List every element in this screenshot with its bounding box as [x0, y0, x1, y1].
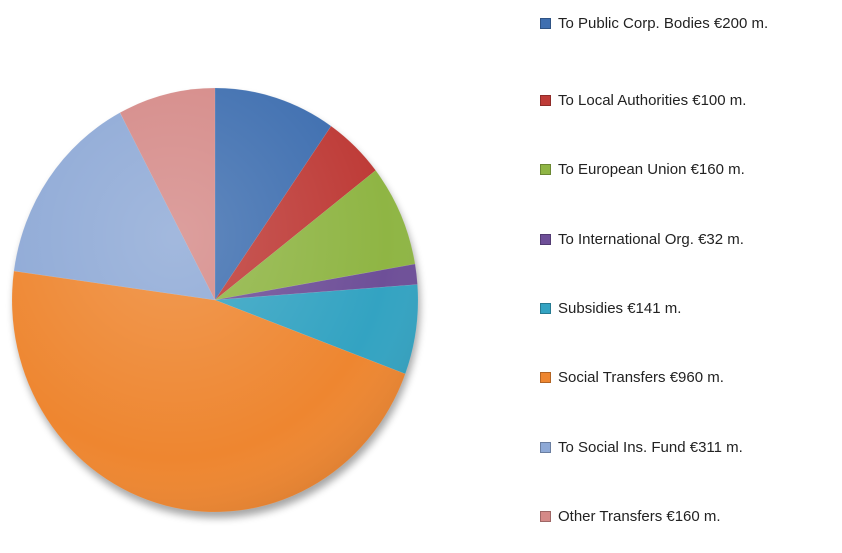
legend-swatch [540, 510, 551, 522]
legend-swatch [540, 18, 551, 29]
legend-item: To Social Ins. Fund €311 m. [540, 430, 790, 466]
legend-item: Subsidies €141 m. [540, 291, 790, 327]
legend-swatch [540, 233, 551, 245]
legend-swatch [540, 95, 551, 106]
legend-item: Social Transfers €960 m. [540, 360, 790, 396]
legend-item: To European Union €160 m. [540, 152, 790, 188]
legend-item: To Public Corp. Bodies €200 m. [540, 6, 790, 42]
legend-swatch [540, 441, 551, 453]
legend-label: To European Union €160 m. [558, 161, 745, 179]
legend-swatch [540, 372, 551, 384]
legend-label: To Public Corp. Bodies €200 m. [558, 15, 769, 32]
legend-label: To Social Ins. Fund €311 m. [558, 438, 743, 456]
legend-label: Social Transfers €960 m. [558, 369, 724, 387]
legend-swatch [540, 164, 551, 176]
slices [11, 87, 419, 513]
legend-item: To Local Authorities €100 m. [540, 83, 790, 119]
legend-label: Other Transfers €160 m. [558, 507, 721, 525]
legend-label: Subsidies €141 m. [558, 299, 682, 317]
legend-label: To International Org. €32 m. [558, 230, 744, 248]
legend-swatch [540, 302, 551, 314]
legend-label: To Local Authorities €100 m. [558, 92, 747, 109]
legend-item: Other Transfers €160 m. [540, 499, 790, 535]
legend-item: To International Org. €32 m. [540, 222, 790, 258]
